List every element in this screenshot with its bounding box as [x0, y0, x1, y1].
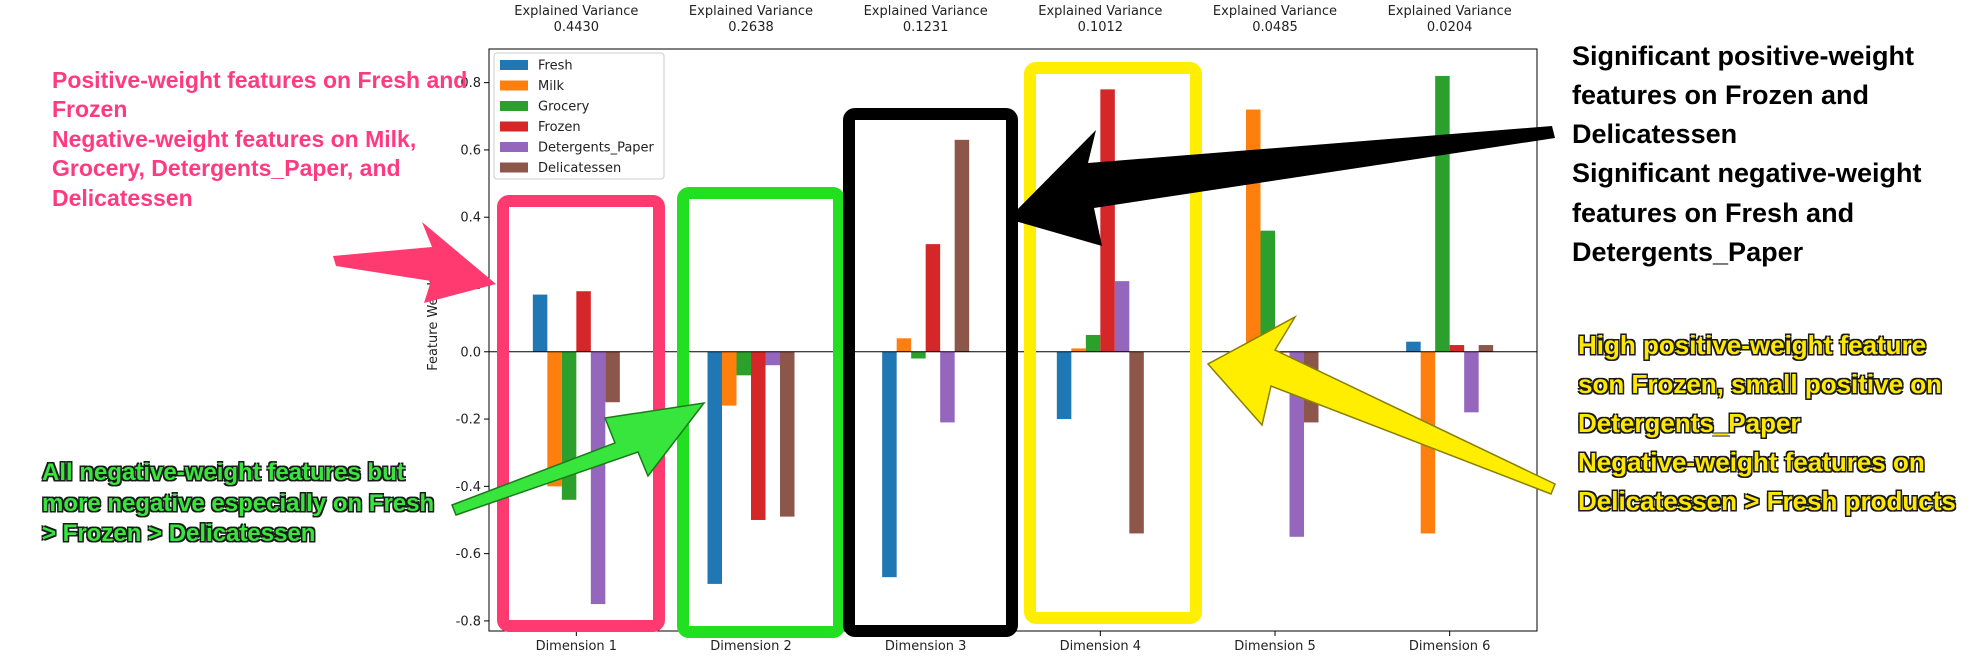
- bar-grocery-dim3: [911, 351, 926, 359]
- explained-variance-title: Explained Variance: [864, 4, 988, 19]
- x-tick-label: Dimension 1: [536, 639, 618, 654]
- y-tick-label: 0.8: [460, 76, 481, 91]
- y-tick-label: 0.0: [460, 345, 481, 360]
- bar-grocery-dim4: [1085, 334, 1101, 352]
- legend-label: Fresh: [538, 59, 573, 74]
- annotation-pink: Positive-weight features on Fresh and Fr…: [52, 67, 468, 211]
- bar-fresh-dim6: [1406, 341, 1421, 352]
- bar-frozen-dim6: [1449, 345, 1465, 352]
- x-axis-ticks: Dimension 1 Dimension 2 Dimension 3 Dimensi…: [536, 631, 1491, 654]
- legend-label: Frozen: [538, 120, 581, 135]
- y-tick-label: -0.6: [456, 547, 481, 562]
- bar-grocery-dim6: [1435, 75, 1450, 352]
- bar-detergents-paper-dim2: [765, 351, 780, 366]
- legend-label: Delicatessen: [538, 161, 621, 176]
- bar-frozen-dim1: [576, 291, 591, 352]
- explained-variance-title: Explained Variance: [1213, 4, 1337, 19]
- bar-fresh-dim3: [882, 351, 897, 578]
- legend-label: Detergents_Paper: [538, 141, 655, 156]
- bar-milk-dim2: [722, 351, 737, 406]
- bar-frozen-dim2: [751, 351, 766, 520]
- legend-swatch: [500, 60, 528, 70]
- arrow-yellow: [1206, 315, 1556, 495]
- x-tick-label: Dimension 2: [710, 639, 792, 654]
- explained-variance-value: 0.0204: [1427, 20, 1473, 35]
- y-tick-label: 0.6: [460, 143, 481, 158]
- bar-frozen-dim4: [1100, 89, 1115, 352]
- annotation-green: All negative-weight features but more ne…: [42, 459, 435, 548]
- explained-variance-value: 0.2638: [728, 20, 774, 35]
- explained-variance-title: Explained Variance: [514, 4, 638, 19]
- x-tick-label: Dimension 6: [1409, 639, 1491, 654]
- legend-swatch: [500, 101, 528, 111]
- legend-swatch: [500, 121, 528, 132]
- y-tick-label: -0.8: [456, 614, 481, 629]
- explained-variance-title: Explained Variance: [1038, 4, 1162, 19]
- bar-milk-dim1: [547, 351, 562, 487]
- bar-delicatessen-dim6: [1478, 345, 1494, 352]
- x-tick-label: Dimension 3: [885, 639, 967, 654]
- x-tick-label: Dimension 4: [1060, 639, 1142, 654]
- bar-milk-dim5: [1246, 109, 1261, 352]
- highlight-box-dimension-3: [843, 108, 1018, 637]
- annotation-black: Significant positive-weight features on …: [1572, 41, 1922, 267]
- x-tick-label: Dimension 5: [1234, 639, 1316, 654]
- bar-detergents-paper-dim4: [1114, 281, 1130, 352]
- bar-detergents-paper-dim6: [1464, 351, 1479, 413]
- y-tick-label: -0.2: [456, 413, 481, 428]
- bar-fresh-dim1: [532, 294, 548, 352]
- annotation-arrows: [333, 126, 1556, 516]
- bar-grocery-dim5: [1260, 230, 1275, 352]
- arrow-pink: [333, 222, 496, 303]
- bar-delicatessen-dim2: [780, 351, 795, 517]
- legend: Fresh Milk Grocery Frozen Detergents_Paper De…: [493, 52, 665, 180]
- legend-box: [493, 52, 665, 180]
- explained-variance-value: 0.0485: [1252, 20, 1298, 35]
- arrow-black: [1008, 126, 1555, 246]
- bar-detergents-paper-dim1: [590, 351, 606, 605]
- explained-variance-value: 0.1012: [1078, 20, 1124, 35]
- explained-variance-title: Explained Variance: [689, 4, 813, 19]
- y-tick-label: 0.4: [460, 211, 481, 226]
- bar-milk-dim3: [896, 338, 912, 352]
- bar-fresh-dim4: [1056, 351, 1072, 420]
- legend-swatch: [500, 142, 528, 152]
- legend-label: Grocery: [538, 100, 590, 115]
- y-tick-label: -0.4: [456, 480, 481, 495]
- highlight-box-dimension-4: [1024, 62, 1202, 624]
- explained-variance-value: 0.4430: [554, 20, 600, 35]
- bar-delicatessen-dim1: [605, 351, 620, 403]
- bar-detergents-paper-dim3: [940, 351, 955, 423]
- bar-milk-dim4: [1071, 348, 1086, 352]
- bar-delicatessen-dim4: [1129, 351, 1144, 534]
- explained-variance-title: Explained Variance: [1388, 4, 1512, 19]
- legend-swatch: [500, 162, 528, 173]
- legend-label: Milk: [538, 79, 564, 94]
- bar-frozen-dim3: [925, 244, 941, 352]
- highlight-boxes: [497, 62, 1202, 638]
- bar-grocery-dim2: [736, 351, 751, 376]
- arrow-green: [451, 401, 706, 516]
- bar-delicatessen-dim3: [954, 139, 970, 352]
- explained-variance-value: 0.1231: [903, 20, 949, 35]
- bar-fresh-dim2: [707, 351, 722, 584]
- legend-swatch: [500, 80, 528, 91]
- annotation-yellow: High positive-weight feature son Frozen,…: [1578, 330, 1956, 516]
